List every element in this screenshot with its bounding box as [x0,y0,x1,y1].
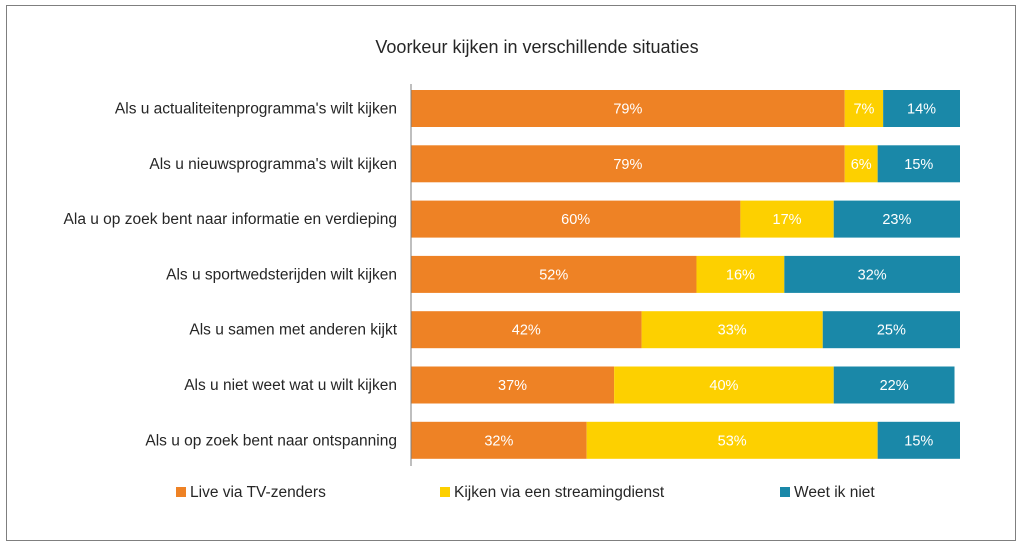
category-label: Als u op zoek bent naar ontspanning [145,432,397,449]
data-label: 52% [539,267,568,283]
data-label: 7% [853,102,874,118]
category-label: Als u samen met anderen kijkt [189,322,397,339]
category-label: Als u niet weet wat u wilt kijken [184,377,397,394]
bar-segment [822,311,960,349]
bar-segment [411,366,615,404]
chart-title: Voorkeur kijken in verschillende situati… [375,37,698,57]
bar-segment [833,366,955,404]
bar-segment [883,90,960,127]
bar-segment [844,145,878,183]
legend-label: Kijken via een streamingdienst [454,484,665,501]
data-label: 37% [498,378,527,394]
legend: Live via TV-zenders Kijken via een stream… [176,484,875,501]
data-label: 6% [851,157,872,173]
bar-segment [877,421,960,459]
data-label: 79% [613,157,642,173]
bar-segment [411,255,697,293]
category-label: Als u actualiteitenprogramma's wilt kijk… [115,101,397,118]
bar-segment [696,255,785,293]
data-label: 60% [561,212,590,228]
legend-swatch [176,487,186,497]
legend-label: Live via TV-zenders [190,484,326,501]
category-label: Als u sportwedsterijden wilt kijken [166,266,397,283]
bar-segment [411,311,642,349]
data-label: 16% [726,267,755,283]
data-label: 32% [858,267,887,283]
data-label: 53% [718,433,747,449]
data-label: 40% [709,378,738,394]
data-label: 33% [718,323,747,339]
category-label: Als u nieuwsprogramma's wilt kijken [149,156,397,173]
bar-segment [411,421,587,459]
bar-segment [641,311,823,349]
data-label: 42% [512,323,541,339]
data-label: 15% [904,157,933,173]
bar-segment [586,421,878,459]
data-label: 17% [773,212,802,228]
data-label: 25% [877,323,906,339]
legend-swatch [780,487,790,497]
bar-segment [784,255,960,293]
data-label: 23% [882,212,911,228]
bar-segment [877,145,960,183]
bar-segment [614,366,834,404]
bar-segment [844,90,884,127]
bar-segment [411,200,741,238]
category-label: Ala u op zoek bent naar informatie en ve… [64,211,397,228]
data-label: 32% [484,433,513,449]
data-label: 22% [880,378,909,394]
bar-segment [411,145,845,183]
bar-segment [833,200,960,238]
data-label: 15% [904,433,933,449]
bar-segment [411,90,845,127]
legend-swatch [440,487,450,497]
data-label: 14% [907,102,936,118]
bar-segment [740,200,834,238]
legend-label: Weet ik niet [794,484,875,501]
data-label: 79% [613,102,642,118]
bars-group: Als u actualiteitenprogramma's wilt kijk… [64,90,960,459]
